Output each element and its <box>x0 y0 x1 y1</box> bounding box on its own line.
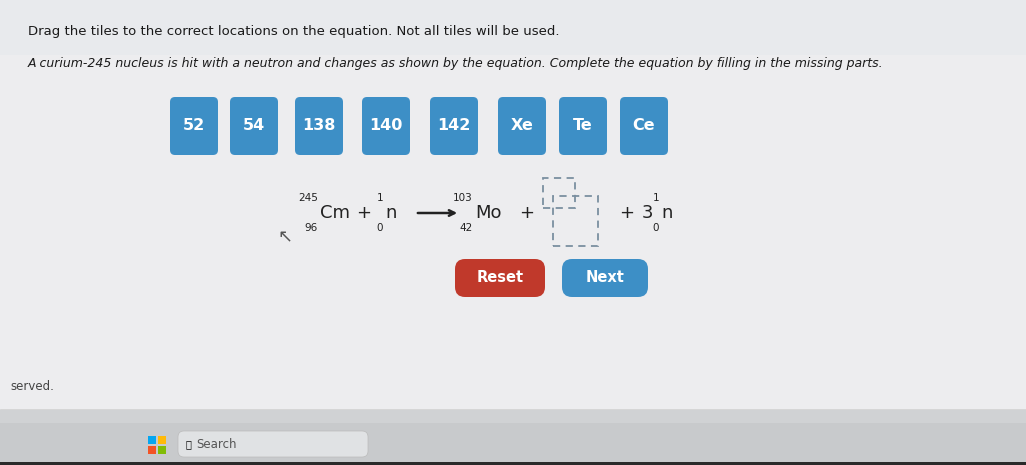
Bar <box>158 436 166 444</box>
Text: 42: 42 <box>460 223 473 233</box>
FancyBboxPatch shape <box>559 97 607 155</box>
Text: 54: 54 <box>243 119 265 133</box>
Bar <box>148 446 156 454</box>
Text: 52: 52 <box>183 119 205 133</box>
Text: Xe: Xe <box>511 119 534 133</box>
Text: ↖: ↖ <box>277 228 292 246</box>
Text: 3: 3 <box>642 204 654 222</box>
Text: Search: Search <box>196 438 237 451</box>
Bar <box>0 410 1026 465</box>
Text: 0: 0 <box>653 223 659 233</box>
Text: Mo: Mo <box>475 204 502 222</box>
FancyBboxPatch shape <box>170 97 218 155</box>
Text: n: n <box>385 204 396 222</box>
Text: 103: 103 <box>453 193 473 203</box>
Text: Drag the tiles to the correct locations on the equation. Not all tiles will be u: Drag the tiles to the correct locations … <box>28 25 559 38</box>
Bar <box>543 178 575 208</box>
Text: +: + <box>620 204 634 222</box>
Text: +: + <box>356 204 371 222</box>
FancyBboxPatch shape <box>177 431 368 457</box>
Text: 🔍: 🔍 <box>186 439 192 449</box>
Bar <box>0 423 1026 465</box>
FancyBboxPatch shape <box>230 97 278 155</box>
Text: 138: 138 <box>303 119 336 133</box>
Text: +: + <box>519 204 535 222</box>
Text: Reset: Reset <box>476 271 523 286</box>
Text: n: n <box>661 204 672 222</box>
FancyBboxPatch shape <box>455 259 545 297</box>
FancyBboxPatch shape <box>620 97 668 155</box>
Text: Te: Te <box>574 119 593 133</box>
Bar <box>158 446 166 454</box>
Text: Ce: Ce <box>633 119 656 133</box>
Text: 1: 1 <box>653 193 659 203</box>
Text: 142: 142 <box>437 119 471 133</box>
Text: 140: 140 <box>369 119 402 133</box>
Text: Next: Next <box>586 271 625 286</box>
Bar <box>0 462 1026 465</box>
Text: 0: 0 <box>377 223 383 233</box>
Bar <box>553 196 598 246</box>
FancyBboxPatch shape <box>498 97 546 155</box>
Text: 1: 1 <box>377 193 383 203</box>
Text: 96: 96 <box>305 223 318 233</box>
Text: Cm: Cm <box>320 204 350 222</box>
FancyBboxPatch shape <box>362 97 410 155</box>
Bar <box>148 436 156 444</box>
Bar <box>0 55 1026 410</box>
FancyBboxPatch shape <box>562 259 648 297</box>
FancyBboxPatch shape <box>295 97 343 155</box>
Text: served.: served. <box>10 380 54 393</box>
Text: A curium-245 nucleus is hit with a neutron and changes as shown by the equation.: A curium-245 nucleus is hit with a neutr… <box>28 57 883 70</box>
Text: 245: 245 <box>299 193 318 203</box>
FancyBboxPatch shape <box>430 97 478 155</box>
